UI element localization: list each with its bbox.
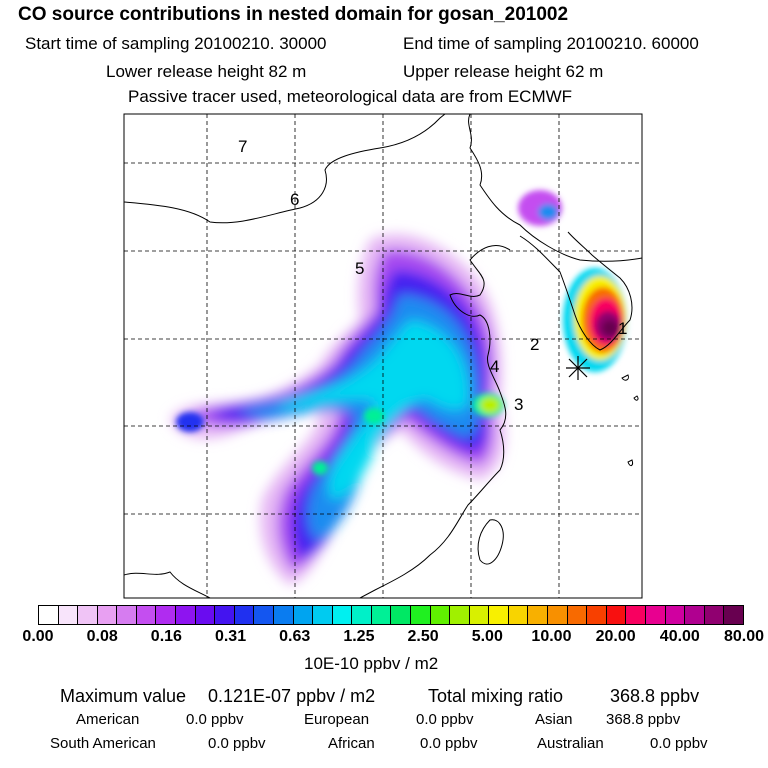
receptor-marker — [566, 356, 590, 380]
region-number-3: 3 — [514, 395, 523, 414]
colorbar-tick-label: 0.63 — [279, 628, 311, 645]
colorbar-cell — [352, 606, 372, 624]
region-american-value: 0.0 ppbv — [186, 711, 244, 728]
region-european-label: European — [304, 711, 370, 728]
region-american-label: American — [76, 711, 140, 728]
colorbar-cell — [313, 606, 333, 624]
colorbar-tick-label: 0.16 — [150, 628, 182, 645]
colorbar-cell — [78, 606, 98, 624]
colorbar-tick-label: 0.00 — [22, 628, 54, 645]
region-asian-value: 368.8 ppbv — [606, 711, 681, 728]
colorbar-cell — [371, 606, 392, 624]
colorbar-cell — [215, 606, 235, 624]
max-value-label: Maximum value — [60, 686, 187, 706]
colorbar-tick-label: 80.00 — [723, 628, 765, 645]
colorbar-cell — [39, 606, 59, 624]
region-south-american-label: South American — [50, 735, 156, 752]
region-asian-label: Asian — [535, 711, 573, 728]
colorbar-cell — [254, 606, 274, 624]
colorbar-cell — [195, 606, 216, 624]
colorbar-tick-label: 0.31 — [214, 628, 247, 645]
region-australian-value: 0.0 ppbv — [650, 735, 708, 752]
colorbar-cell — [528, 606, 549, 624]
colorbar-cell — [665, 606, 686, 624]
colorbar-cell — [606, 606, 627, 624]
colorbar-cell — [548, 606, 568, 624]
region-south-american-value: 0.0 ppbv — [208, 735, 266, 752]
region-number-2: 2 — [530, 335, 539, 354]
colorbar-cell — [450, 606, 470, 624]
colorbar-cell — [626, 606, 646, 624]
colorbar-cell — [508, 606, 529, 624]
colorbar-cell — [410, 606, 431, 624]
colorbar-cell — [176, 606, 196, 624]
region-australian-label: Australian — [537, 735, 604, 752]
colorbar-cell — [156, 606, 177, 624]
tracer-note: Passive tracer used, meteorological data… — [128, 87, 573, 106]
upper-release-height-label: Upper release height 62 m — [403, 62, 604, 81]
colorbar-cell — [645, 606, 666, 624]
region-african-label: African — [328, 735, 375, 752]
concentration-field — [124, 114, 642, 598]
region-number-7: 7 — [238, 137, 247, 156]
colorbar-cell — [332, 606, 353, 624]
colorbar-cell — [724, 606, 743, 624]
colorbar-tick-label: 5.00 — [471, 628, 503, 645]
plot-title: CO source contributions in nested domain… — [18, 4, 569, 25]
colorbar-cell — [469, 606, 490, 624]
total-mixing-ratio-label: Total mixing ratio — [428, 686, 564, 706]
colorbar-tick-label: 40.00 — [659, 628, 700, 645]
colorbar-units: 10E-10 ppbv / m2 — [304, 654, 439, 673]
colorbar-cell — [587, 606, 607, 624]
region-number-6: 6 — [290, 190, 299, 209]
colorbar-tick-label: 20.00 — [595, 628, 636, 645]
max-value: 0.121E-07 ppbv / m2 — [208, 686, 376, 706]
colorbar-cell — [234, 606, 255, 624]
region-number-5: 5 — [355, 259, 364, 278]
colorbar-cell — [58, 606, 79, 624]
source-contribution-map: 1 2 3 4 5 6 7 — [123, 113, 643, 599]
start-time-label: Start time of sampling 20100210. 30000 — [25, 34, 327, 53]
region-european-value: 0.0 ppbv — [416, 711, 474, 728]
colorbar-cell — [136, 606, 157, 624]
colorbar-cell — [567, 606, 588, 624]
colorbar-cell — [704, 606, 725, 624]
colorbar-cell — [489, 606, 509, 624]
total-mixing-ratio-value: 368.8 ppbv — [610, 686, 700, 706]
colorbar-tick-label: 2.50 — [407, 628, 439, 645]
colorbar-tick-label: 10.00 — [531, 628, 572, 645]
lower-release-height-label: Lower release height 82 m — [106, 62, 307, 81]
colorbar-tick-label: 0.08 — [86, 628, 118, 645]
end-time-label: End time of sampling 20100210. 60000 — [403, 34, 699, 53]
colorbar — [38, 605, 744, 625]
colorbar-cell — [273, 606, 294, 624]
colorbar-tick-label: 1.25 — [343, 628, 375, 645]
colorbar-cell — [391, 606, 411, 624]
region-number-4: 4 — [490, 357, 499, 376]
colorbar-cell — [430, 606, 451, 624]
colorbar-cell — [293, 606, 314, 624]
region-number-1: 1 — [618, 319, 627, 338]
colorbar-cell — [685, 606, 705, 624]
colorbar-cell — [117, 606, 137, 624]
colorbar-cell — [97, 606, 118, 624]
region-african-value: 0.0 ppbv — [420, 735, 478, 752]
